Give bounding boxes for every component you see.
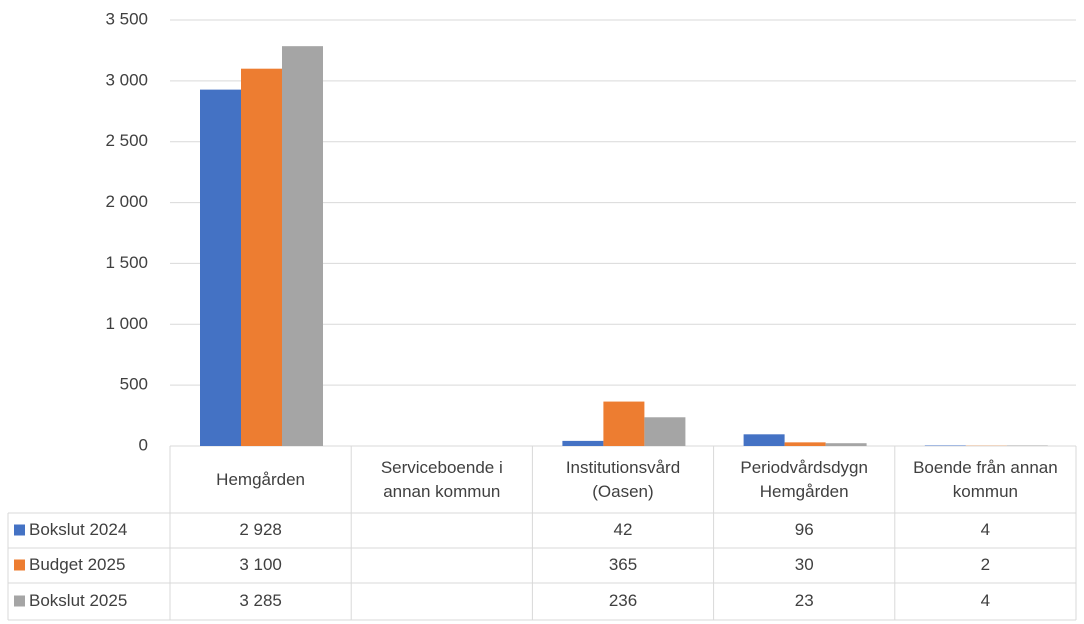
data-label: 236 <box>609 591 637 610</box>
data-label: 96 <box>795 520 814 539</box>
y-tick-label: 2 500 <box>105 131 148 150</box>
y-tick-label: 2 000 <box>105 192 148 211</box>
bar <box>562 440 604 446</box>
data-label: 2 <box>981 555 990 574</box>
y-tick-label: 3 000 <box>105 70 148 89</box>
legend-swatch <box>14 559 25 571</box>
x-tick-label: Periodvårdsdygn Hemgården <box>740 457 868 501</box>
y-tick-label: 3 500 <box>105 9 148 28</box>
bar <box>825 443 867 446</box>
legend-swatch <box>14 524 25 536</box>
data-label: 30 <box>795 555 814 574</box>
data-label: 3 100 <box>239 555 282 574</box>
data-label: 23 <box>795 591 814 610</box>
bar <box>200 89 241 446</box>
data-label: 4 <box>981 520 990 539</box>
bar <box>784 442 826 446</box>
x-tick-label: Boende från annan kommun <box>913 457 1058 501</box>
legend-label: Budget 2025 <box>29 555 125 574</box>
data-label: 4 <box>981 591 990 610</box>
data-label: 365 <box>609 555 637 574</box>
bar <box>644 417 686 446</box>
y-tick-label: 500 <box>120 375 148 394</box>
bar <box>282 46 323 446</box>
x-tick-label: Serviceboende i annan kommun <box>380 457 503 501</box>
bar <box>743 434 785 446</box>
y-tick-label: 1 500 <box>105 253 148 272</box>
x-tick-label: Institutionsvård (Oasen) <box>565 457 681 501</box>
y-tick-label: 1 000 <box>105 314 148 333</box>
x-tick-label: Hemgården <box>216 469 305 489</box>
data-label: 42 <box>614 520 633 539</box>
legend-label: Bokslut 2024 <box>29 520 127 539</box>
legend-swatch <box>14 595 25 607</box>
bar <box>241 68 282 446</box>
legend-label: Bokslut 2025 <box>29 591 127 610</box>
data-label: 3 285 <box>239 591 282 610</box>
bar <box>603 401 645 446</box>
y-tick-label: 0 <box>139 435 148 454</box>
data-label: 2 928 <box>239 520 282 539</box>
